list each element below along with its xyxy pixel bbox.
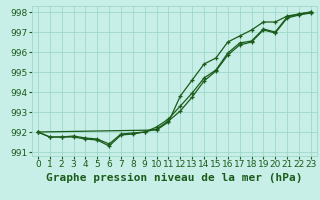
X-axis label: Graphe pression niveau de la mer (hPa): Graphe pression niveau de la mer (hPa): [46, 173, 303, 183]
